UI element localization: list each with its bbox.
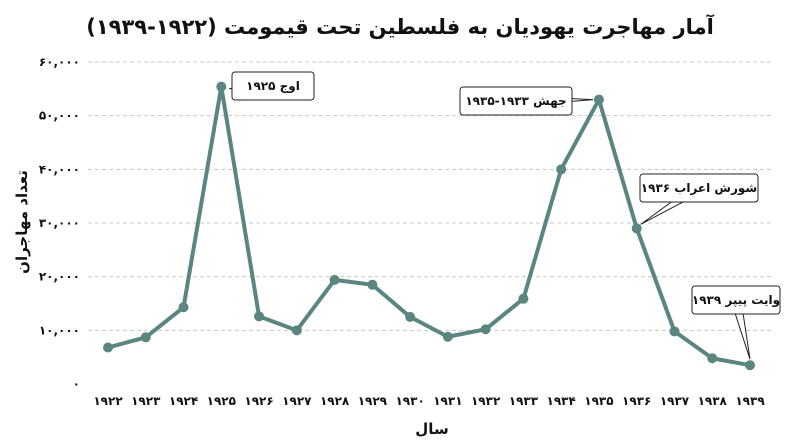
x-tick-label: ۱۹۳۴ xyxy=(547,394,576,408)
x-tick-label: ۱۹۳۷ xyxy=(660,394,690,408)
x-tick-label: ۱۹۳۲ xyxy=(471,394,501,408)
data-point xyxy=(216,81,227,92)
y-axis-label: تعداد مهاجران xyxy=(13,170,31,274)
data-point xyxy=(178,302,189,313)
data-point xyxy=(518,293,529,304)
data-point xyxy=(140,332,151,343)
x-tick-label: ۱۹۳۹ xyxy=(735,394,765,408)
x-tick-label: ۱۹۳۵ xyxy=(584,394,613,408)
y-tick-label: ۰ xyxy=(73,377,80,391)
annotation-callout: جهش ۱۹۳۳-۱۹۳۵ xyxy=(459,86,593,116)
callout-fill xyxy=(693,287,779,313)
data-point xyxy=(405,311,416,322)
data-point xyxy=(442,331,453,342)
x-tick-label: ۱۹۳۶ xyxy=(622,394,651,408)
series-line xyxy=(106,84,752,368)
data-point xyxy=(556,164,567,175)
x-tick-label: ۱۹۲۹ xyxy=(358,394,388,408)
annotation-callout: وایت پیپر ۱۹۳۹ xyxy=(691,285,781,360)
x-tick-label: ۱۹۲۳ xyxy=(131,394,161,408)
annotation-label: اوج ۱۹۲۵ xyxy=(246,79,300,94)
data-point xyxy=(593,94,604,105)
data-point xyxy=(631,223,642,234)
data-point xyxy=(707,353,718,364)
data-point xyxy=(480,324,491,335)
data-point xyxy=(669,326,680,337)
x-tick-label: ۱۹۳۰ xyxy=(395,394,424,408)
y-axis-ticks: ۰ ۱۰,۰۰۰ ۲۰,۰۰۰ ۳۰,۰۰۰ ۴۰,۰۰۰ ۵۰,۰۰۰ ۶۰,۰۰۰ xyxy=(39,55,80,391)
x-tick-label: ۱۹۳۸ xyxy=(698,394,728,408)
y-tick-label: ۲۰,۰۰۰ xyxy=(39,270,80,284)
callout-fill xyxy=(233,73,313,99)
annotation-label: شورش اعراب ۱۹۳۶ xyxy=(641,181,757,196)
callout-fill xyxy=(641,175,757,201)
data-point xyxy=(745,360,755,371)
annotation-label: جهش ۱۹۳۳-۱۹۳۵ xyxy=(465,94,566,108)
annotation-label: وایت پیپر ۱۹۳۹ xyxy=(692,293,780,308)
callout-fill xyxy=(461,88,571,114)
x-axis-ticks: ۱۹۲۲ ۱۹۲۳ ۱۹۲۴ ۱۹۲۵ ۱۹۲۶ ۱۹۲۷ ۱۹۲۸ ۱۹۲۹ ۱۹۳۰ ۱۹۳۱… xyxy=(93,394,765,408)
y-tick-label: ۴۰,۰۰۰ xyxy=(39,162,80,176)
data-point xyxy=(329,274,340,285)
x-tick-label: ۱۹۲۴ xyxy=(169,394,198,408)
y-tick-label: ۱۰,۰۰۰ xyxy=(39,323,80,337)
x-tick-label: ۱۹۲۶ xyxy=(244,394,273,408)
x-tick-label: ۱۹۳۱ xyxy=(433,394,462,408)
chart-title: آمار مهاجرت یهودیان به فلسطین تحت قیمومت… xyxy=(86,14,714,39)
data-point xyxy=(254,311,265,322)
data-point xyxy=(367,279,378,290)
x-tick-label: ۱۹۲۸ xyxy=(320,394,350,408)
annotation-callout: اوج ۱۹۲۵ xyxy=(229,71,315,101)
y-tick-label: ۶۰,۰۰۰ xyxy=(39,55,80,69)
x-tick-label: ۱۹۳۳ xyxy=(509,394,539,408)
y-tick-label: ۳۰,۰۰۰ xyxy=(39,216,80,230)
x-tick-label: ۱۹۲۷ xyxy=(282,394,312,408)
data-point xyxy=(103,342,113,353)
x-axis-label: سال xyxy=(415,420,448,438)
annotation-callout: شورش اعراب ۱۹۳۶ xyxy=(639,173,759,225)
gridlines xyxy=(88,61,772,331)
series-immigrants xyxy=(103,81,755,371)
x-tick-label: ۱۹۲۵ xyxy=(207,394,236,408)
data-point xyxy=(291,325,302,336)
y-tick-label: ۵۰,۰۰۰ xyxy=(39,109,80,123)
annotations: اوج ۱۹۲۵ جهش ۱۹۳۳-۱۹۳۵ شورش اعراب ۱۹۳۶ وایت… xyxy=(229,71,781,360)
x-tick-label: ۱۹۲۲ xyxy=(93,394,123,408)
